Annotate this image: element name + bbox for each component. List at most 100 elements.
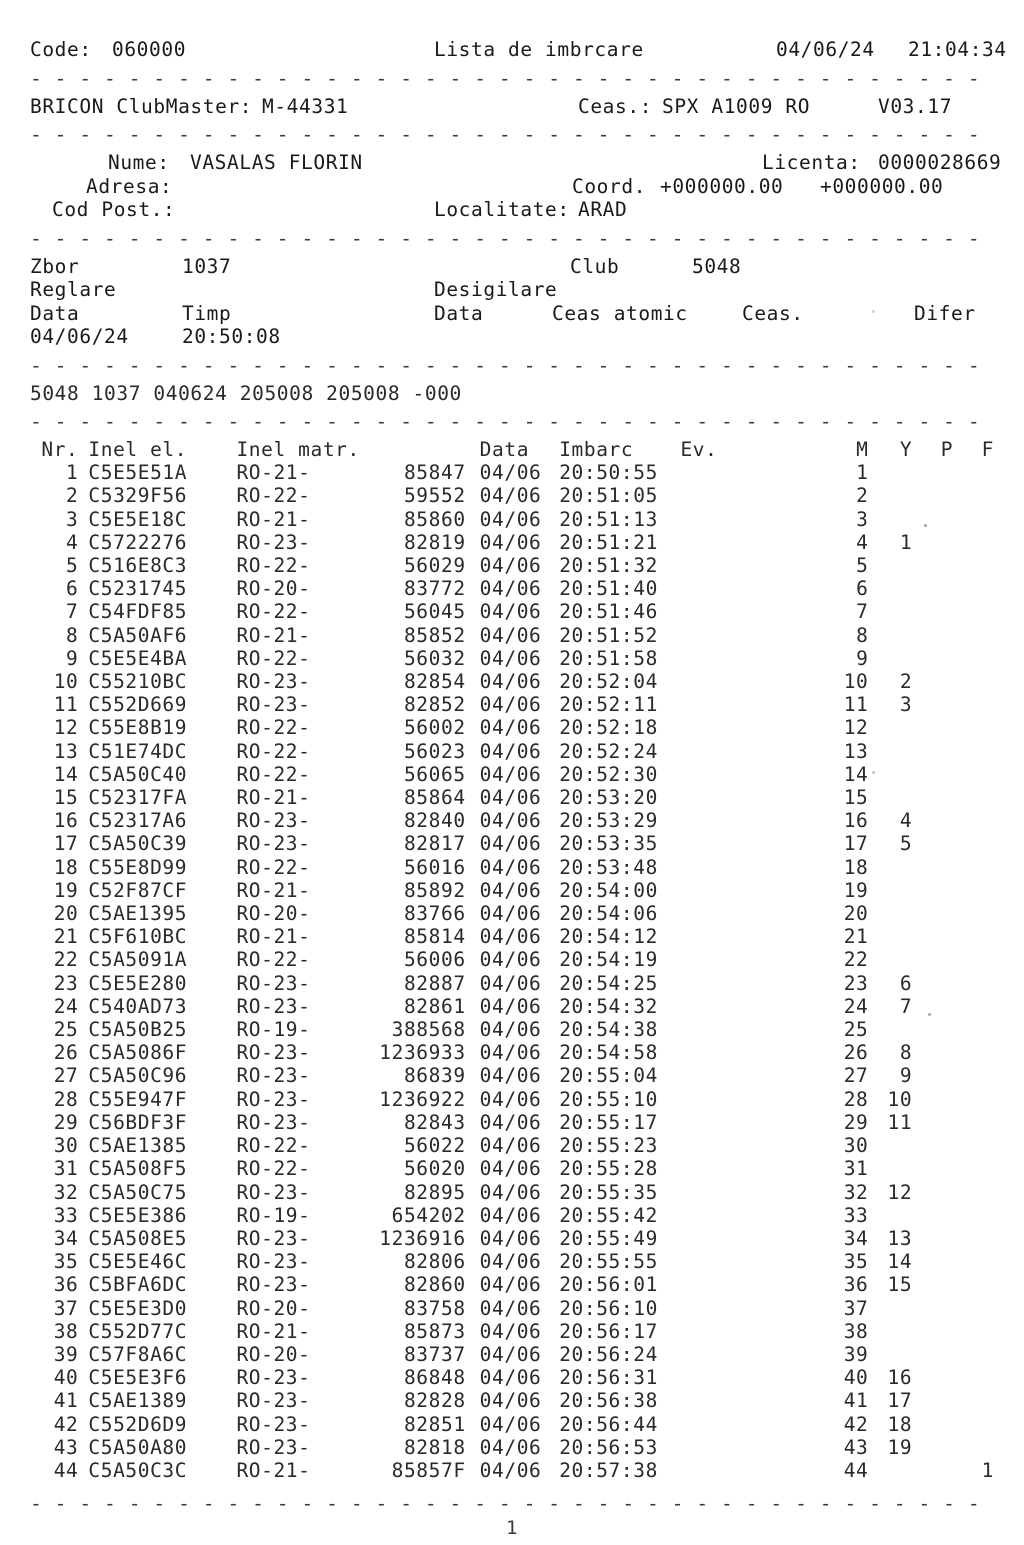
cell-f xyxy=(953,693,994,716)
cell-ev xyxy=(666,925,830,948)
cell-ev xyxy=(666,1134,830,1157)
cell-ev xyxy=(666,1111,830,1134)
cell-y: 12 xyxy=(887,1180,913,1204)
cell-nr: 28 xyxy=(53,1087,79,1111)
cell-inel-number: 82860 xyxy=(403,1273,466,1297)
clock-version: V03.17 xyxy=(878,94,953,118)
summary-line: 5048 1037 040624 205008 205008 -000 xyxy=(30,381,462,405)
cell-inel-matr: RO-23- xyxy=(236,1389,311,1413)
cell-inel-el: C5722276 xyxy=(88,530,188,554)
cell-imbarc: 20:55:04 xyxy=(559,1064,658,1088)
cell-f xyxy=(953,740,994,763)
cell-inel-number: 1236916 xyxy=(379,1226,466,1250)
cell-f xyxy=(953,1297,994,1320)
cell-data: 04/06 xyxy=(479,623,542,647)
cell-f xyxy=(953,1389,994,1412)
cell-imbarc: 20:57:38 xyxy=(559,1458,658,1482)
cell-data: 04/06 xyxy=(479,902,542,926)
device-value: M-44331 xyxy=(262,94,349,118)
cell-m: 30 xyxy=(843,1134,869,1158)
cell-inel-el: C55E8D99 xyxy=(88,855,188,879)
cell-p xyxy=(912,1157,953,1180)
cell-inel-el: C5A50B25 xyxy=(88,1018,188,1042)
cell-y xyxy=(868,948,912,971)
cell-p xyxy=(912,1436,953,1459)
cell-inel-el: C55210BC xyxy=(88,670,188,694)
cell-p xyxy=(912,972,953,995)
cell-inel-el: C5A50C96 xyxy=(88,1064,188,1088)
cell-f xyxy=(953,948,994,971)
cell-m: 8 xyxy=(856,623,869,647)
table-row: 12 C55E8B19 RO-22- 56002 04/06 20:52:18 12 xyxy=(30,716,994,739)
cell-m: 10 xyxy=(843,670,869,694)
table-row: 27 C5A50C96 RO-23- 86839 04/06 20:55:04 27 9 xyxy=(30,1064,994,1087)
cell-nr: 3 xyxy=(66,507,79,531)
cell-f xyxy=(953,763,994,786)
cell-inel-el: C5E5E46C xyxy=(88,1250,188,1274)
cell-m: 36 xyxy=(843,1273,869,1297)
cell-p xyxy=(912,508,953,531)
cell-ev xyxy=(666,1018,830,1041)
cell-ev xyxy=(666,1227,830,1250)
cell-ev xyxy=(666,600,830,623)
cell-y xyxy=(868,647,912,670)
header-date: 04/06/24 xyxy=(776,38,875,61)
cell-inel-number: 85814 xyxy=(403,925,466,949)
cell-data: 04/06 xyxy=(479,1366,542,1390)
clock-label: Ceas.: xyxy=(578,94,653,118)
cell-p xyxy=(912,786,953,809)
cell-nr: 9 xyxy=(66,646,79,670)
col-ceas-atomic: Ceas atomic xyxy=(552,301,688,325)
col-header-p: P xyxy=(940,438,954,461)
cell-inel-el: C52F87CF xyxy=(88,878,188,902)
localitate-label: Localitate: xyxy=(434,198,570,221)
cell-ev xyxy=(666,1041,830,1064)
table-row: 32 C5A50C75 RO-23- 82895 04/06 20:55:35 32 12 xyxy=(30,1181,994,1204)
cell-inel-number: 82895 xyxy=(403,1180,466,1204)
cell-inel-matr: RO-19- xyxy=(236,1203,311,1227)
cell-ev xyxy=(666,1157,830,1180)
cell-ev xyxy=(666,948,830,971)
cell-p xyxy=(912,925,953,948)
cell-f xyxy=(953,1204,994,1227)
cell-y: 2 xyxy=(899,670,913,694)
cell-ev xyxy=(666,670,830,693)
cell-f xyxy=(953,832,994,855)
cell-inel-number: 85892 xyxy=(403,878,466,902)
cell-inel-matr: RO-23- xyxy=(236,1366,311,1390)
cell-inel-number: 1236933 xyxy=(379,1041,466,1065)
cell-imbarc: 20:55:49 xyxy=(559,1226,658,1250)
cell-f xyxy=(953,1134,994,1157)
cell-p xyxy=(912,763,953,786)
table-row: 35 C5E5E46C RO-23- 82806 04/06 20:55:55 35 14 xyxy=(30,1250,994,1273)
cell-data: 04/06 xyxy=(479,1064,542,1088)
cell-inel-matr: RO-20- xyxy=(236,577,311,601)
cell-data: 04/06 xyxy=(479,855,542,879)
cell-y: 1 xyxy=(899,530,913,554)
cell-f xyxy=(953,600,994,623)
cell-nr: 26 xyxy=(53,1041,79,1065)
cell-y xyxy=(868,902,912,925)
cell-data: 04/06 xyxy=(479,1250,542,1274)
cell-imbarc: 20:53:48 xyxy=(559,855,658,879)
cell-inel-el: C5A50A80 xyxy=(88,1435,188,1459)
cell-y: 6 xyxy=(899,971,913,995)
cell-y xyxy=(868,716,912,739)
cell-ev xyxy=(666,995,830,1018)
cell-nr: 34 xyxy=(53,1226,79,1250)
cell-imbarc: 20:51:58 xyxy=(559,646,658,670)
cell-f xyxy=(953,1018,994,1041)
cell-p xyxy=(912,577,953,600)
cell-imbarc: 20:52:11 xyxy=(559,693,658,717)
zbor-value: 1037 xyxy=(182,254,232,278)
cell-nr: 35 xyxy=(53,1250,79,1274)
cell-imbarc: 20:55:28 xyxy=(559,1157,658,1181)
cell-data: 04/06 xyxy=(479,670,542,694)
cell-inel-number: 85852 xyxy=(403,623,466,647)
cell-inel-number: 56022 xyxy=(403,1134,466,1158)
cell-p xyxy=(912,484,953,507)
table-row: 28 C55E947F RO-23- 1236922 04/06 20:55:10 28 10 xyxy=(30,1088,994,1111)
col-difer: Difer xyxy=(914,301,976,325)
cell-inel-el: C516E8C3 xyxy=(88,554,188,578)
table-row: 39 C57F8A6C RO-20- 83737 04/06 20:56:24 39 xyxy=(30,1343,994,1366)
